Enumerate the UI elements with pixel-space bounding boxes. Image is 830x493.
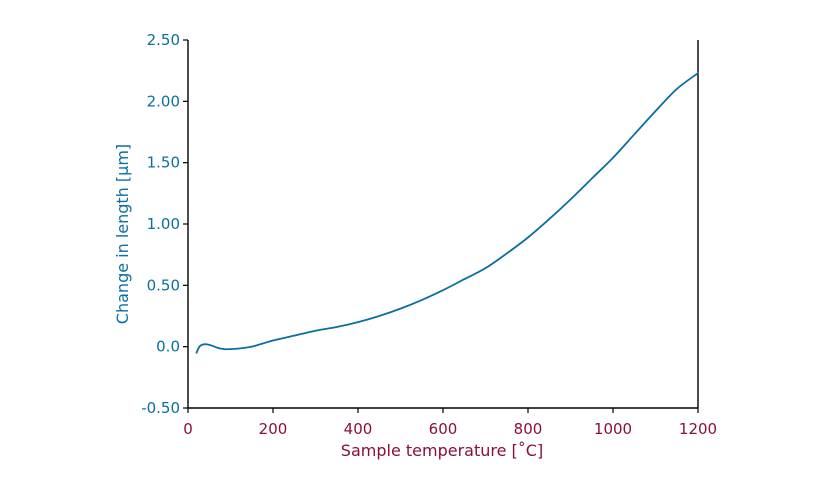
- y-tick-label: 2.50: [147, 31, 180, 49]
- x-tick-label: 0: [183, 420, 193, 438]
- x-tick-label: 1000: [594, 420, 632, 438]
- y-tick-label: 1.00: [147, 215, 180, 233]
- x-tick-label: 800: [514, 420, 543, 438]
- y-tick-label: 0.0: [156, 338, 180, 356]
- y-tick-label: -0.50: [141, 399, 180, 417]
- x-axis-label: Sample temperature [˚C]: [341, 441, 543, 460]
- y-tick-label: 0.50: [147, 276, 180, 294]
- x-tick-label: 600: [429, 420, 458, 438]
- x-tick-label: 1200: [679, 420, 717, 438]
- y-tick-label: 1.50: [147, 154, 180, 172]
- x-tick-label: 400: [344, 420, 373, 438]
- plot-area: -0.50 0.0 0.50 1.00 1.50 2.00 2.50 0 200 400 600 80…: [141, 31, 717, 438]
- series-line: [195, 72, 699, 354]
- x-tick-label: 200: [259, 420, 288, 438]
- y-tick-label: 2.00: [147, 92, 180, 110]
- y-axis-label: Change in length [µm]: [113, 144, 132, 324]
